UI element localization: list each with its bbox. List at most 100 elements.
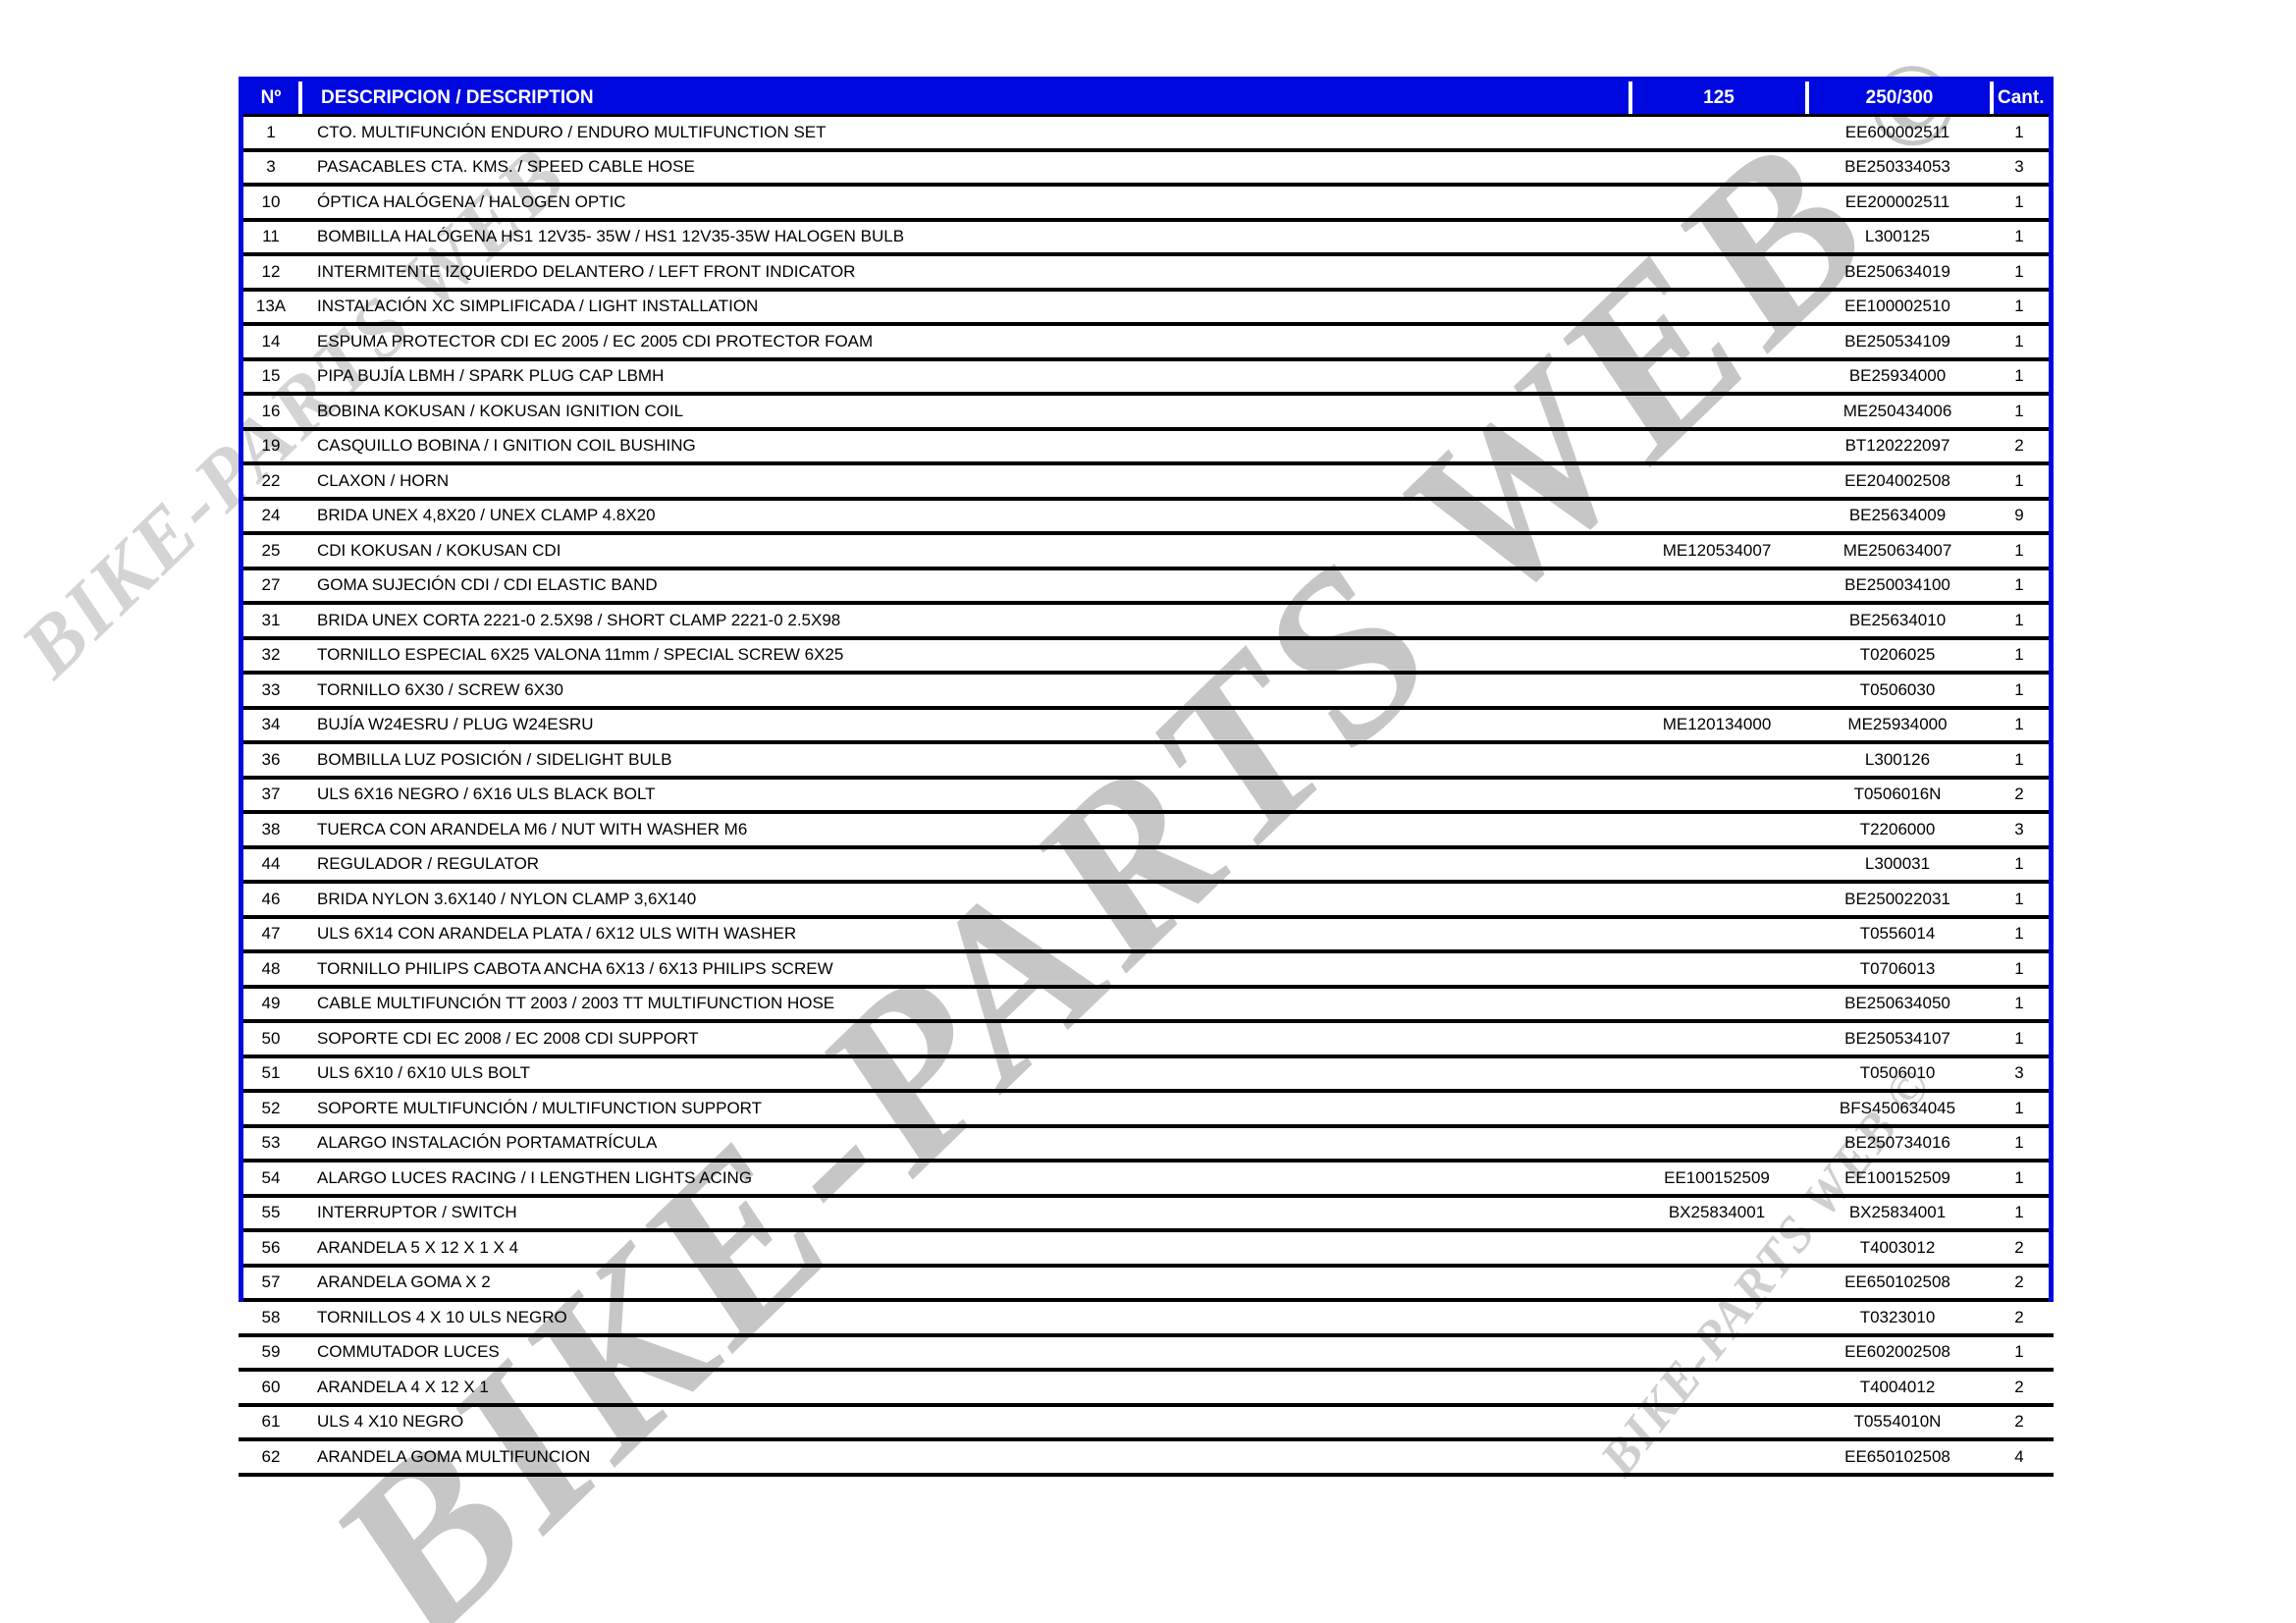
row-description: COMMUTADOR LUCES <box>317 1342 500 1362</box>
row-quantity: 2 <box>2014 1307 2024 1326</box>
row-number: 54 <box>261 1167 281 1187</box>
rows-main: 1 CTO. MULTIFUNCIÓN ENDURO / ENDURO MULT… <box>243 117 2049 1302</box>
row-description: BRIDA UNEX CORTA 2221-0 2.5X98 / SHORT C… <box>317 610 841 629</box>
row-description: SOPORTE MULTIFUNCIÓN / MULTIFUNCTION SUP… <box>317 1098 763 1117</box>
row-description: BOMBILLA LUZ POSICIÓN / SIDELIGHT BULB <box>317 749 672 769</box>
row-quantity: 2 <box>2014 1412 2024 1432</box>
table-row: 46 BRIDA NYLON 3.6X140 / NYLON CLAMP 3,6… <box>243 884 2049 919</box>
row-quantity: 4 <box>2014 1446 2024 1466</box>
row-number: 10 <box>261 191 281 211</box>
row-description: ESPUMA PROTECTOR CDI EC 2005 / EC 2005 C… <box>317 331 874 351</box>
table-row: 49 CABLE MULTIFUNCIÓN TT 2003 / 2003 TT … <box>243 989 2049 1023</box>
row-quantity: 1 <box>2014 297 2024 316</box>
table-row: 55 INTERRUPTOR / SWITCH BX25834001 BX258… <box>243 1198 2049 1232</box>
row-ref-250-300: T4003012 <box>1859 1237 1936 1257</box>
row-ref-250-300: BE25934000 <box>1848 366 1947 386</box>
row-quantity: 3 <box>2014 819 2024 839</box>
row-quantity: 2 <box>2014 1272 2024 1292</box>
row-description: ARANDELA GOMA X 2 <box>317 1272 491 1292</box>
table-row: 31 BRIDA UNEX CORTA 2221-0 2.5X98 / SHOR… <box>243 605 2049 640</box>
row-description: INTERRUPTOR / SWITCH <box>317 1203 517 1222</box>
row-description: ALARGO INSTALACIÓN PORTAMATRÍCULA <box>317 1133 658 1153</box>
row-number: 37 <box>261 784 281 804</box>
row-description: TORNILLO ESPECIAL 6X25 VALONA 11mm / SPE… <box>317 645 844 665</box>
table-row: 36 BOMBILLA LUZ POSICIÓN / SIDELIGHT BUL… <box>243 744 2049 780</box>
row-description: BRIDA NYLON 3.6X140 / NYLON CLAMP 3,6X14… <box>317 889 697 908</box>
row-description: PASACABLES CTA. KMS. / SPEED CABLE HOSE <box>317 157 695 177</box>
row-number: 11 <box>262 227 280 246</box>
row-number: 16 <box>261 401 281 420</box>
row-number: 14 <box>261 331 281 351</box>
table-row: 50 SOPORTE CDI EC 2008 / EC 2008 CDI SUP… <box>243 1023 2049 1058</box>
row-description: BOBINA KOKUSAN / KOKUSAN IGNITION COIL <box>317 401 684 420</box>
row-ref-250-300: BE25634009 <box>1848 506 1947 525</box>
row-description: CLAXON / HORN <box>317 470 450 490</box>
row-ref-250-300: EE100002510 <box>1844 297 1950 316</box>
row-description: BOMBILLA HALÓGENA HS1 12V35- 35W / HS1 1… <box>317 227 905 246</box>
row-quantity: 1 <box>2014 679 2024 699</box>
row-quantity: 1 <box>2014 470 2024 490</box>
row-quantity: 1 <box>2014 889 2024 908</box>
row-description: TORNILLO 6X30 / SCREW 6X30 <box>317 679 564 699</box>
row-number: 3 <box>266 157 276 177</box>
table-row: 51 ULS 6X10 / 6X10 ULS BOLT T0506010 3 <box>243 1058 2049 1093</box>
table-row: 54 ALARGO LUCES RACING / I LENGTHEN LIGH… <box>243 1163 2049 1198</box>
row-quantity: 9 <box>2014 506 2024 525</box>
row-number: 27 <box>261 575 281 595</box>
row-quantity: 1 <box>2014 749 2024 769</box>
table-main-box: Nº DESCRIPCION / DESCRIPTION 125 250/300… <box>239 77 2054 1302</box>
row-number: 61 <box>261 1412 281 1432</box>
table-row: 37 ULS 6X16 NEGRO / 6X16 ULS BLACK BOLT … <box>243 780 2049 814</box>
table-row: 1 CTO. MULTIFUNCIÓN ENDURO / ENDURO MULT… <box>243 117 2049 152</box>
row-quantity: 1 <box>2014 924 2024 944</box>
row-ref-250-300: EE650102508 <box>1844 1272 1950 1292</box>
row-description: ARANDELA GOMA MULTIFUNCION <box>317 1446 591 1466</box>
row-description: ARANDELA 4 X 12 X 1 <box>317 1377 489 1396</box>
row-description: ULS 6X16 NEGRO / 6X16 ULS BLACK BOLT <box>317 784 656 804</box>
row-description: TORNILLO PHILIPS CABOTA ANCHA 6X13 / 6X1… <box>317 958 833 978</box>
row-number: 12 <box>261 261 281 281</box>
table-row: 56 ARANDELA 5 X 12 X 1 X 4 T4003012 2 <box>243 1232 2049 1268</box>
row-quantity: 2 <box>2014 1377 2024 1396</box>
row-number: 47 <box>261 924 281 944</box>
column-header-description: DESCRIPCION / DESCRIPTION <box>298 81 1629 114</box>
table-row: 59 COMMUTADOR LUCES EE602002508 1 <box>239 1337 2054 1372</box>
row-description: CASQUILLO BOBINA / I GNITION COIL BUSHIN… <box>317 436 696 456</box>
table-row: 53 ALARGO INSTALACIÓN PORTAMATRÍCULA BE2… <box>243 1128 2049 1163</box>
table-row: 47 ULS 6X14 CON ARANDELA PLATA / 6X12 UL… <box>243 919 2049 953</box>
row-number: 48 <box>261 958 281 978</box>
column-header-quantity: Cant. <box>1990 81 2049 114</box>
row-quantity: 1 <box>2014 645 2024 665</box>
row-number: 15 <box>261 366 281 386</box>
row-number: 62 <box>261 1446 281 1466</box>
row-quantity: 1 <box>2014 540 2024 560</box>
row-ref-250-300: T0323010 <box>1859 1307 1936 1326</box>
row-description: ULS 6X14 CON ARANDELA PLATA / 6X12 ULS W… <box>317 924 797 944</box>
row-number: 59 <box>261 1342 281 1362</box>
row-quantity: 1 <box>2014 854 2024 874</box>
row-ref-250-300: BE250034100 <box>1844 575 1950 595</box>
parts-table: Nº DESCRIPCION / DESCRIPTION 125 250/300… <box>239 77 2054 1477</box>
row-number: 13A <box>255 297 287 316</box>
table-row: 3 PASACABLES CTA. KMS. / SPEED CABLE HOS… <box>243 152 2049 187</box>
table-header: Nº DESCRIPCION / DESCRIPTION 125 250/300… <box>243 81 2049 117</box>
row-quantity: 1 <box>2014 715 2024 734</box>
row-ref-250-300: T0706013 <box>1859 958 1936 978</box>
row-number: 24 <box>261 506 281 525</box>
row-description: CDI KOKUSAN / KOKUSAN CDI <box>317 540 561 560</box>
table-row: 52 SOPORTE MULTIFUNCIÓN / MULTIFUNCTION … <box>243 1093 2049 1128</box>
table-row: 58 TORNILLOS 4 X 10 ULS NEGRO T0323010 2 <box>239 1302 2054 1337</box>
row-ref-250-300: EE200002511 <box>1844 191 1950 211</box>
row-ref-250-300: BE250734016 <box>1844 1133 1950 1153</box>
column-header-number: Nº <box>260 86 282 108</box>
row-ref-250-300: T0506030 <box>1859 679 1936 699</box>
table-row: 34 BUJÍA W24ESRU / PLUG W24ESRU ME120134… <box>243 710 2049 744</box>
table-row: 27 GOMA SUJECIÓN CDI / CDI ELASTIC BAND … <box>243 570 2049 605</box>
table-row: 16 BOBINA KOKUSAN / KOKUSAN IGNITION COI… <box>243 396 2049 431</box>
row-ref-250-300: T0506010 <box>1859 1063 1936 1083</box>
row-quantity: 1 <box>2014 958 2024 978</box>
row-number: 31 <box>261 610 281 629</box>
row-description: ÓPTICA HALÓGENA / HALOGEN OPTIC <box>317 191 626 211</box>
row-ref-250-300: BE250534107 <box>1844 1028 1950 1048</box>
row-number: 55 <box>261 1203 281 1222</box>
